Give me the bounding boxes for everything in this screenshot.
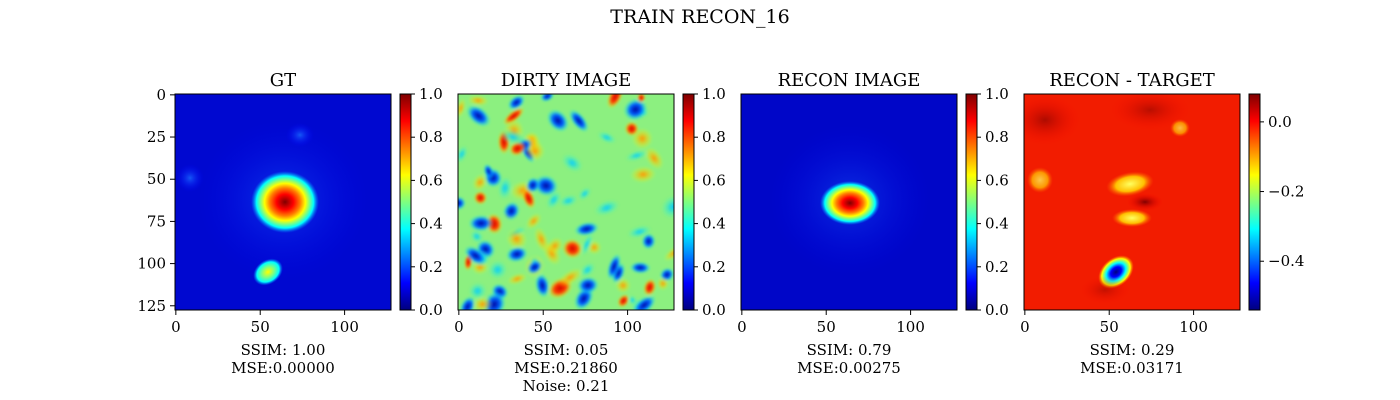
colorbar-tick-label: 0.2 xyxy=(419,258,443,276)
x-tick-label: 0 xyxy=(171,318,181,336)
caption-line: Noise: 0.21 xyxy=(523,377,610,395)
caption-line: SSIM: 0.05 xyxy=(524,341,609,359)
x-tick-label: 50 xyxy=(534,318,553,336)
y-tick-label: 0 xyxy=(156,86,166,104)
x-axis: 0 50 100 xyxy=(1020,310,1208,336)
colorbar-gradient xyxy=(399,93,412,311)
heatmap-image xyxy=(1024,94,1240,310)
colorbar-gradient xyxy=(965,93,978,311)
caption-line: MSE:0.00000 xyxy=(231,359,335,377)
x-tick-label: 50 xyxy=(1100,318,1119,336)
colorbar-tick-label: 0.0 xyxy=(985,301,1009,319)
caption-line: MSE:0.03171 xyxy=(1080,359,1184,377)
colorbar-tick-label: 1.0 xyxy=(985,85,1009,103)
colorbar-tick-label: 1.0 xyxy=(419,85,443,103)
x-axis: 0 50 100 xyxy=(737,310,925,336)
colorbar-tick-label: −0.4 xyxy=(1268,252,1304,270)
y-tick-label: 100 xyxy=(137,255,166,273)
colorbar-tick-label: 0.0 xyxy=(702,301,726,319)
y-tick-label: 125 xyxy=(137,297,166,315)
caption-line: SSIM: 0.79 xyxy=(807,341,892,359)
y-tick-label: 75 xyxy=(147,212,166,230)
caption-line: SSIM: 1.00 xyxy=(241,341,326,359)
colorbar: 0.0 0.2 0.4 0.6 0.8 1.0 xyxy=(965,85,1009,319)
x-tick-label: 0 xyxy=(737,318,747,336)
x-axis: 0 50 100 xyxy=(454,310,642,336)
x-tick-label: 100 xyxy=(1179,318,1208,336)
figure-title: TRAIN RECON_16 xyxy=(610,6,789,28)
caption-line: MSE:0.21860 xyxy=(514,359,618,377)
y-axis: 0 25 50 75 100 125 xyxy=(137,86,175,315)
panel-title: RECON - TARGET xyxy=(1049,70,1215,91)
colorbar-tick-label: 0.0 xyxy=(1268,113,1292,131)
colorbar-tick-label: 0.6 xyxy=(985,171,1009,189)
colorbar: 0.0 −0.2 −0.4 xyxy=(1248,93,1304,311)
panel-recon-minus-target: RECON - TARGET 0 50 100 0.0 −0.2 −0.4 SSIM: … xyxy=(1020,70,1304,377)
colorbar-gradient xyxy=(1248,93,1261,311)
colorbar-tick-label: 0.8 xyxy=(985,128,1009,146)
x-axis: 0 50 100 xyxy=(171,310,359,336)
panel-title: GT xyxy=(270,70,296,91)
panel-dirty-image: DIRTY IMAGE 0 50 100 0.0 0.2 0.4 0.6 0.8 1.0 SS… xyxy=(454,70,726,395)
y-tick-label: 25 xyxy=(147,128,166,146)
colorbar-tick-label: 0.4 xyxy=(419,215,443,233)
colorbar-tick-label: 1.0 xyxy=(702,85,726,103)
panel-title: RECON IMAGE xyxy=(778,70,921,91)
panel-gt: GT 0 50 100 0 25 50 75 100 125 0.0 0.2 0.4 0.6 0.8 1… xyxy=(137,70,443,377)
colorbar-tick-label: 0.6 xyxy=(419,171,443,189)
colorbar-gradient xyxy=(682,93,695,311)
panel-recon-image: RECON IMAGE 0 50 100 0.0 0.2 0.4 0.6 0.8 1.0 SS… xyxy=(737,70,1009,377)
caption-line: SSIM: 0.29 xyxy=(1090,341,1175,359)
x-tick-label: 0 xyxy=(454,318,464,336)
x-tick-label: 0 xyxy=(1020,318,1030,336)
colorbar-tick-label: 0.2 xyxy=(985,258,1009,276)
x-tick-label: 100 xyxy=(896,318,925,336)
colorbar-tick-label: 0.2 xyxy=(702,258,726,276)
colorbar-tick-label: 0.8 xyxy=(702,128,726,146)
heatmap-image xyxy=(458,94,674,310)
x-tick-label: 100 xyxy=(613,318,642,336)
colorbar-tick-label: 0.4 xyxy=(702,215,726,233)
y-tick-label: 50 xyxy=(147,170,166,188)
x-tick-label: 50 xyxy=(251,318,270,336)
heatmap-image xyxy=(741,94,957,310)
colorbar-tick-label: 0.0 xyxy=(419,301,443,319)
colorbar-tick-label: 0.6 xyxy=(702,171,726,189)
panel-title: DIRTY IMAGE xyxy=(501,70,631,91)
colorbar: 0.0 0.2 0.4 0.6 0.8 1.0 xyxy=(399,85,443,319)
colorbar-tick-label: −0.2 xyxy=(1268,183,1304,201)
x-tick-label: 100 xyxy=(330,318,359,336)
colorbar: 0.0 0.2 0.4 0.6 0.8 1.0 xyxy=(682,85,726,319)
heatmap-image xyxy=(175,94,391,310)
colorbar-tick-label: 0.4 xyxy=(985,215,1009,233)
colorbar-tick-label: 0.8 xyxy=(419,128,443,146)
x-tick-label: 50 xyxy=(817,318,836,336)
caption-line: MSE:0.00275 xyxy=(797,359,901,377)
